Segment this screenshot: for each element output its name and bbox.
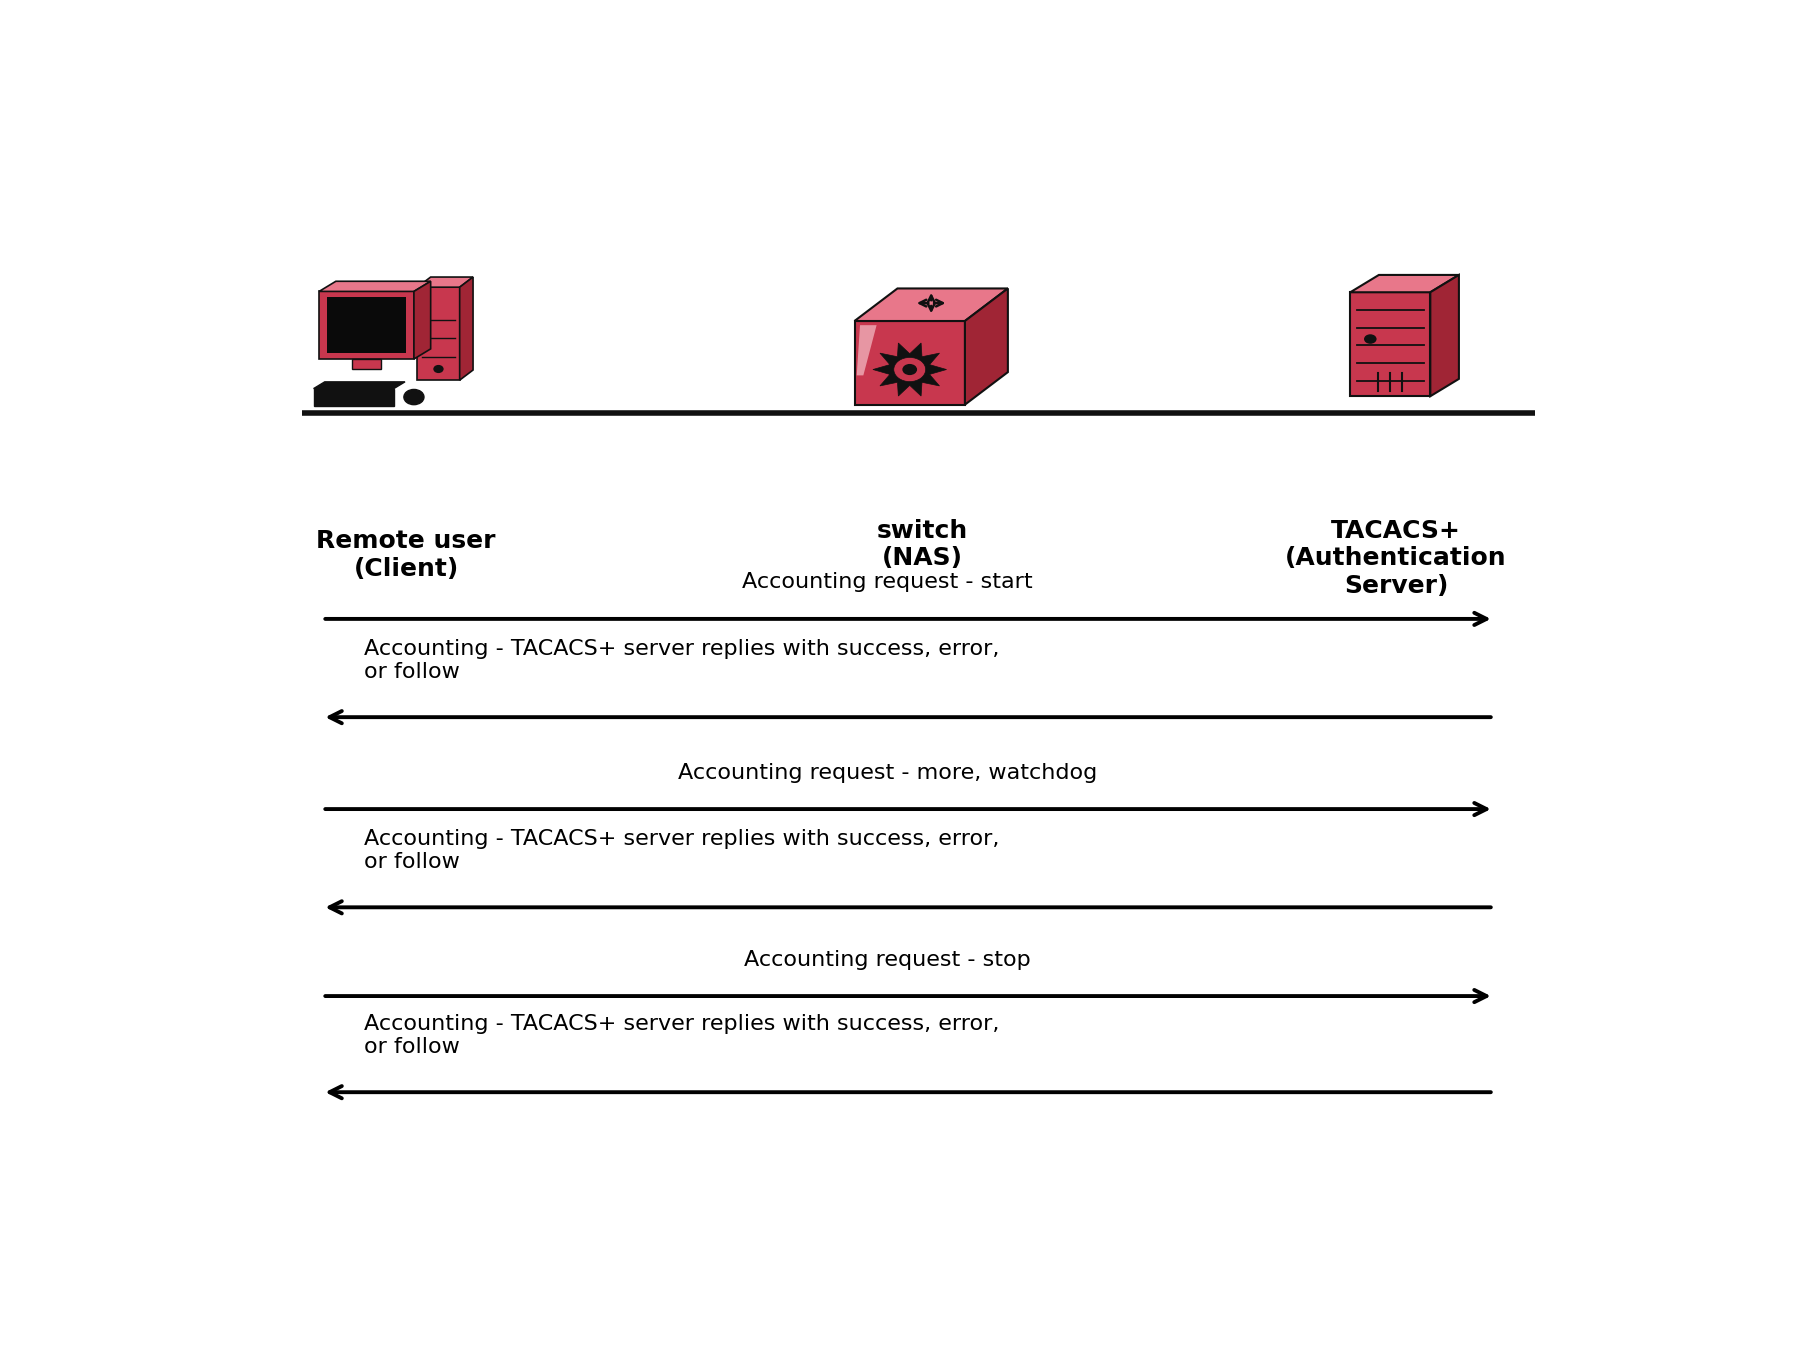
Text: TACACS+
(Authentication
Server): TACACS+ (Authentication Server) [1284,519,1507,598]
Polygon shape [313,381,405,388]
Polygon shape [318,281,430,291]
Text: switch
(NAS): switch (NAS) [876,519,967,571]
Polygon shape [313,388,394,406]
Circle shape [405,390,424,405]
Circle shape [894,358,926,381]
Polygon shape [1350,274,1458,292]
Polygon shape [964,288,1007,405]
Polygon shape [460,277,473,380]
Polygon shape [414,281,430,359]
Polygon shape [417,287,460,380]
Text: Accounting request - start: Accounting request - start [741,572,1032,593]
Text: Accounting request - more, watchdog: Accounting request - more, watchdog [678,763,1097,782]
Polygon shape [854,288,1007,321]
Polygon shape [872,343,946,397]
Polygon shape [318,291,414,359]
Text: Remote user
(Client): Remote user (Client) [316,530,496,580]
Polygon shape [352,359,381,369]
Polygon shape [856,325,876,376]
Circle shape [903,364,917,375]
Text: Accounting - TACACS+ server replies with success, error,
or follow: Accounting - TACACS+ server replies with… [363,639,1000,682]
Polygon shape [854,321,964,405]
Polygon shape [327,298,406,353]
Circle shape [1363,335,1375,344]
Polygon shape [1350,292,1429,397]
Text: Accounting - TACACS+ server replies with success, error,
or follow: Accounting - TACACS+ server replies with… [363,829,1000,873]
Text: Accounting request - stop: Accounting request - stop [743,949,1030,970]
Polygon shape [1429,274,1458,397]
Polygon shape [417,277,473,287]
Circle shape [433,365,442,372]
Text: Accounting - TACACS+ server replies with success, error,
or follow: Accounting - TACACS+ server replies with… [363,1014,1000,1058]
